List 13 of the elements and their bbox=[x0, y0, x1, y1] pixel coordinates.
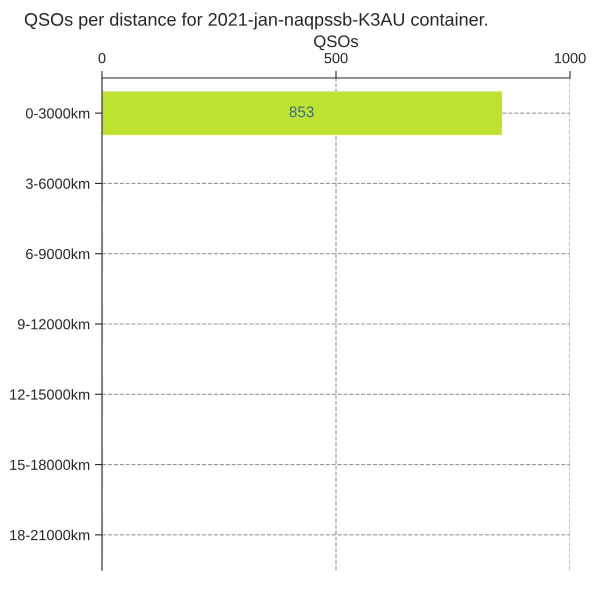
y-tick-label: 9-12000km bbox=[18, 318, 90, 330]
y-tick-label: 6-9000km bbox=[26, 248, 90, 260]
data-label: 853 bbox=[290, 106, 314, 118]
x-tick-label: 500 bbox=[324, 52, 348, 64]
y-tick-label: 0-3000km bbox=[26, 108, 90, 119]
y-tick-label: 18-21000km bbox=[10, 530, 90, 540]
x-axis-title: QSOs bbox=[314, 35, 358, 50]
y-tick-label: 12-15000km bbox=[10, 389, 90, 400]
x-tick-label: 1000 bbox=[554, 52, 586, 64]
y-tick-label: 15-18000km bbox=[10, 459, 90, 470]
y-tick-label: 3-6000km bbox=[26, 178, 90, 189]
chart-title: QSOs per distance for 2021-jan-naqpssb-K3AU container. bbox=[24, 12, 488, 30]
x-tick-label: 0 bbox=[98, 52, 106, 64]
